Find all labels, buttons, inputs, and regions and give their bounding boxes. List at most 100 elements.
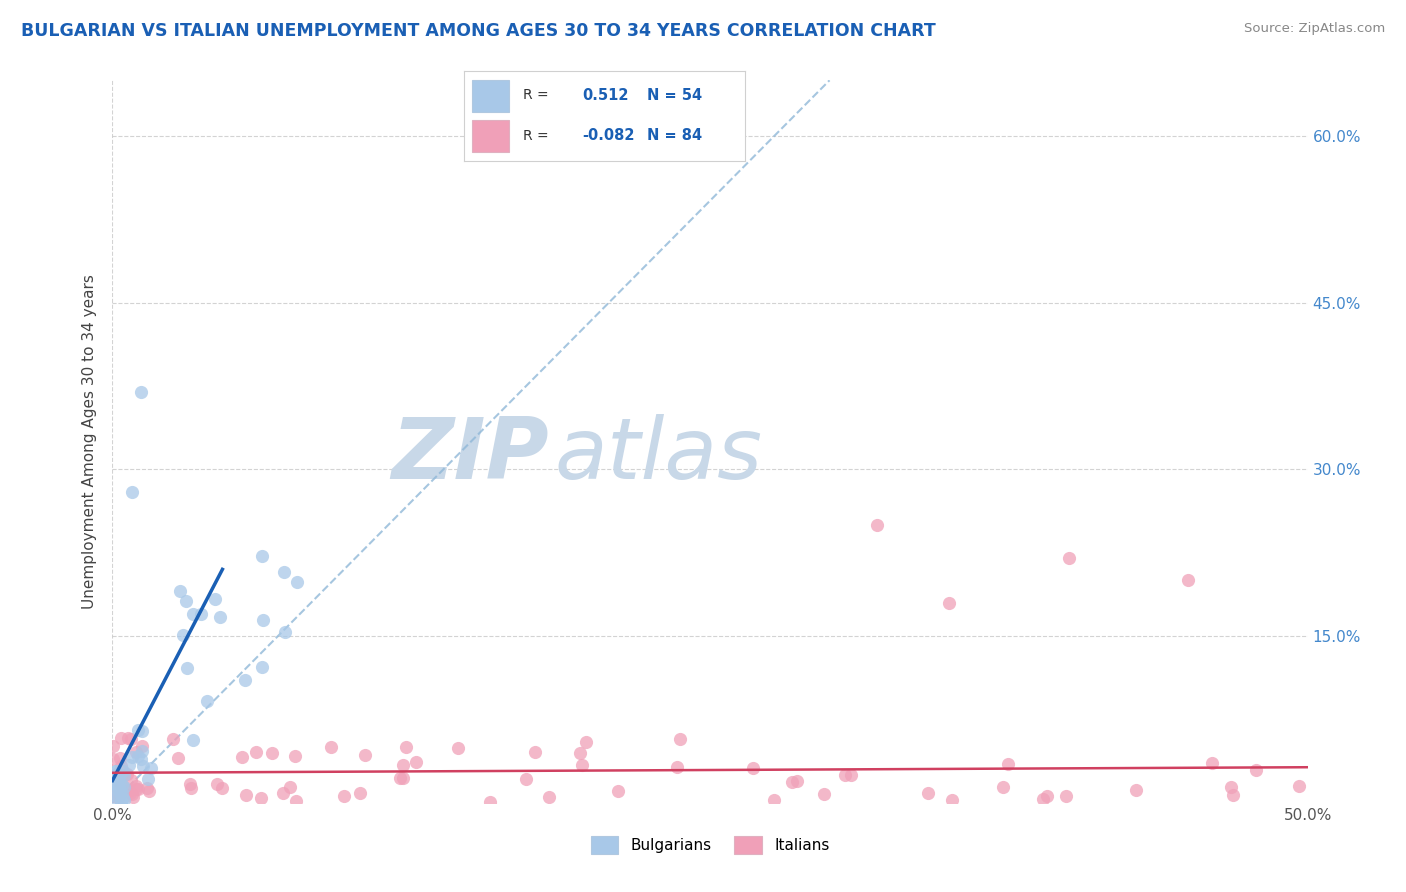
- Point: [538, 790, 561, 805]
- Point: [252, 613, 274, 627]
- Legend: Bulgarians, Italians: Bulgarians, Italians: [585, 830, 835, 860]
- Point: [917, 786, 939, 800]
- Point: [104, 764, 127, 778]
- Point: [211, 780, 233, 795]
- Point: [132, 759, 155, 773]
- Point: [235, 788, 257, 802]
- Point: [606, 784, 628, 798]
- Text: BULGARIAN VS ITALIAN UNEMPLOYMENT AMONG AGES 30 TO 34 YEARS CORRELATION CHART: BULGARIAN VS ITALIAN UNEMPLOYMENT AMONG …: [21, 22, 936, 40]
- Point: [278, 780, 301, 795]
- Point: [252, 549, 274, 563]
- Point: [112, 784, 135, 798]
- Point: [121, 787, 143, 801]
- Point: [111, 785, 134, 799]
- Point: [112, 764, 135, 779]
- Point: [834, 767, 856, 781]
- Point: [209, 610, 232, 624]
- Point: [515, 772, 537, 787]
- Point: [1125, 783, 1147, 797]
- Text: R =: R =: [523, 128, 548, 143]
- Point: [118, 782, 141, 797]
- Point: [389, 771, 412, 785]
- Point: [110, 778, 132, 792]
- Point: [125, 779, 148, 793]
- Point: [993, 780, 1015, 795]
- Point: [138, 772, 160, 786]
- Point: [110, 731, 132, 746]
- Point: [121, 484, 143, 499]
- Point: [941, 793, 963, 807]
- Point: [121, 749, 143, 764]
- Point: [478, 795, 501, 809]
- Point: [127, 782, 149, 797]
- Point: [190, 607, 212, 621]
- Point: [575, 735, 598, 749]
- Point: [107, 778, 129, 792]
- Point: [141, 761, 163, 775]
- Point: [250, 660, 273, 674]
- Point: [112, 768, 135, 782]
- Point: [997, 757, 1019, 772]
- Point: [392, 771, 415, 785]
- Point: [523, 745, 546, 759]
- Point: [569, 746, 592, 760]
- Point: [117, 731, 139, 746]
- Text: N = 54: N = 54: [647, 88, 702, 103]
- Point: [742, 761, 765, 775]
- Point: [107, 790, 129, 805]
- Point: [1220, 780, 1243, 794]
- Text: Source: ZipAtlas.com: Source: ZipAtlas.com: [1244, 22, 1385, 36]
- Text: ZIP: ZIP: [391, 415, 548, 498]
- Point: [104, 767, 127, 781]
- Point: [273, 565, 295, 579]
- Point: [107, 781, 129, 796]
- Point: [172, 628, 194, 642]
- Point: [108, 751, 131, 765]
- Point: [262, 746, 284, 760]
- Point: [129, 384, 152, 399]
- Point: [1057, 551, 1080, 566]
- Point: [205, 777, 228, 791]
- Point: [103, 788, 125, 802]
- Point: [166, 751, 188, 765]
- Point: [274, 625, 297, 640]
- Point: [108, 780, 131, 794]
- Point: [938, 596, 960, 610]
- Point: [103, 772, 125, 787]
- Point: [1054, 789, 1077, 803]
- Point: [233, 673, 256, 687]
- Point: [115, 766, 138, 780]
- Point: [103, 789, 125, 803]
- Point: [1222, 789, 1244, 803]
- Point: [129, 752, 152, 766]
- Point: [271, 786, 294, 800]
- Point: [669, 732, 692, 747]
- Point: [665, 760, 688, 774]
- Text: 0.512: 0.512: [582, 88, 628, 103]
- Point: [169, 583, 191, 598]
- Point: [103, 774, 125, 789]
- Point: [1177, 574, 1199, 588]
- Point: [349, 786, 371, 800]
- Point: [179, 777, 201, 791]
- Point: [125, 782, 148, 797]
- Point: [1244, 764, 1267, 778]
- Point: [181, 733, 204, 747]
- Point: [395, 740, 418, 755]
- Point: [1288, 779, 1310, 793]
- Point: [110, 794, 132, 808]
- FancyBboxPatch shape: [472, 120, 509, 152]
- Point: [127, 723, 149, 737]
- Point: [392, 758, 415, 772]
- Point: [101, 791, 124, 805]
- Text: N = 84: N = 84: [647, 128, 702, 143]
- Point: [127, 748, 149, 763]
- Point: [866, 517, 889, 532]
- Point: [284, 749, 307, 764]
- Point: [118, 758, 141, 772]
- Point: [285, 574, 308, 589]
- Text: -0.082: -0.082: [582, 128, 634, 143]
- Point: [138, 784, 160, 798]
- Point: [162, 731, 184, 746]
- FancyBboxPatch shape: [472, 80, 509, 112]
